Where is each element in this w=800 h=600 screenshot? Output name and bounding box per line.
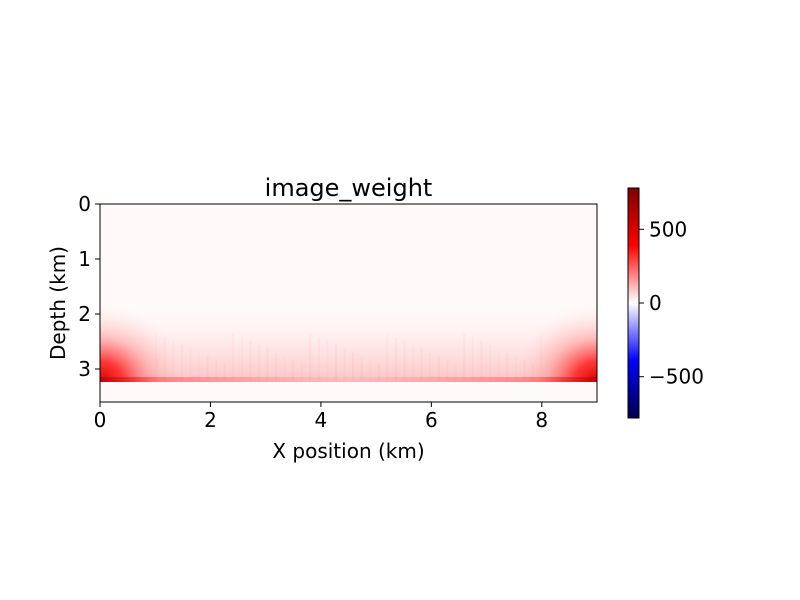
heatmap-streak	[180, 344, 183, 382]
colorbar-ticks: 500 0 −500	[639, 217, 704, 389]
heatmap-streak	[257, 344, 260, 382]
heatmap-streak	[249, 340, 252, 382]
heatmap-streak	[506, 352, 509, 382]
y-axis: 0 1 2 3	[78, 192, 100, 381]
colorbar-tick-label: 500	[649, 217, 687, 241]
colorbar-gradient	[628, 188, 639, 418]
heatmap-streak	[300, 364, 303, 382]
heatmap-streak	[309, 333, 312, 382]
heatmap-streak	[360, 356, 363, 382]
x-axis-label: X position (km)	[272, 439, 424, 463]
chart-title: image_weight	[265, 174, 433, 202]
heatmap-streak	[386, 333, 389, 382]
heatmap-streak	[317, 337, 320, 382]
heatmap-left-corner	[100, 300, 190, 382]
heatmap-streak	[394, 337, 397, 382]
heatmap-streak	[369, 360, 371, 381]
heatmap-streak	[437, 356, 440, 382]
heatmap-streak	[480, 340, 483, 382]
y-axis-label: Depth (km)	[46, 246, 70, 360]
heatmap-streak	[429, 352, 432, 382]
y-tick-label: 3	[78, 357, 91, 381]
heatmap-right-corner	[507, 300, 597, 382]
heatmap-streak	[412, 345, 414, 381]
heatmap-streak	[489, 344, 492, 382]
heatmap-streak	[514, 356, 517, 382]
heatmap-streak	[446, 360, 449, 382]
y-tick-label: 0	[78, 192, 91, 216]
colorbar-tick-label: −500	[649, 365, 704, 389]
heatmap-reflector-band	[100, 377, 597, 382]
heatmap-streak	[215, 360, 218, 382]
heatmap-streak	[266, 348, 269, 382]
y-tick-label: 2	[78, 302, 91, 326]
heatmap-streak	[455, 364, 457, 381]
heatmap-streak	[334, 344, 337, 382]
x-axis: 0 2 4 6 8	[94, 402, 548, 432]
heatmap-streak	[241, 337, 243, 381]
heatmap-streak	[275, 352, 278, 382]
plot-frame	[99, 203, 598, 403]
heatmap-image	[100, 204, 597, 402]
heatmap-streak	[155, 333, 157, 381]
heatmap-streak	[471, 337, 474, 382]
heatmap-streaks	[155, 333, 542, 382]
heatmap-streak	[540, 333, 542, 381]
heatmap-streak	[343, 348, 346, 382]
heatmap-streak	[498, 349, 500, 381]
heatmap-streak	[420, 348, 423, 382]
heatmap-streak	[206, 356, 209, 382]
x-tick-label: 6	[425, 408, 438, 432]
heatmap-streak	[531, 364, 534, 382]
heatmap-streak	[172, 340, 175, 382]
heatmap-streak	[292, 360, 295, 382]
x-tick-label: 2	[204, 408, 217, 432]
x-tick-label: 8	[535, 408, 548, 432]
heatmap-streak	[284, 356, 286, 381]
x-tick-label: 4	[315, 408, 328, 432]
heatmap-streak	[352, 352, 355, 382]
heatmap-streak	[463, 333, 466, 382]
heatmap-streak	[198, 353, 200, 382]
heatmap-streak	[523, 360, 526, 382]
heatmap-streak	[403, 340, 406, 382]
heatmap-streak	[326, 341, 328, 381]
x-tick-label: 0	[94, 408, 107, 432]
y-tick-label: 1	[78, 247, 91, 271]
heatmap-streak	[163, 337, 166, 382]
colorbar-tick-label: 0	[649, 291, 662, 315]
heatmap-streak	[189, 348, 192, 382]
heatmap-streak	[232, 333, 235, 382]
heatmap-streak	[377, 364, 380, 382]
colorbar: 500 0 −500	[627, 187, 704, 419]
heatmap-streak	[223, 364, 226, 382]
